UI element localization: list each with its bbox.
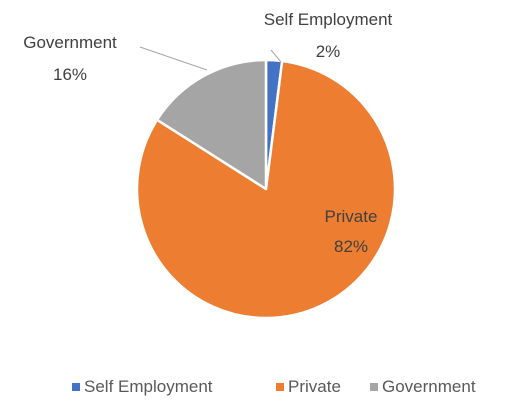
pie-slice-government: [155, 58, 268, 191]
legend: Self Employment Private Government: [72, 377, 476, 396]
data-value-government: 16%: [53, 65, 87, 84]
legend-label-private: Private: [288, 377, 341, 396]
legend-label-self-employment: Self Employment: [84, 377, 213, 396]
legend-label-government: Government: [382, 377, 476, 396]
leader-line-self-employment: [270, 49, 282, 63]
legend-swatch-government: [370, 383, 378, 391]
data-labels: Self Employment 2% Private 82% Government 16%: [23, 10, 392, 256]
data-value-private: 82%: [334, 237, 368, 256]
pie-slices: [135, 58, 397, 320]
legend-swatch-private: [276, 383, 284, 391]
leader-line-government: [139, 46, 208, 71]
data-label-government: Government: [23, 33, 117, 52]
data-label-private: Private: [325, 207, 378, 226]
data-value-self-employment: 2%: [316, 42, 341, 61]
data-label-self-employment: Self Employment: [264, 10, 393, 29]
leader-lines: [139, 46, 282, 71]
legend-swatch-self-employment: [72, 383, 80, 391]
